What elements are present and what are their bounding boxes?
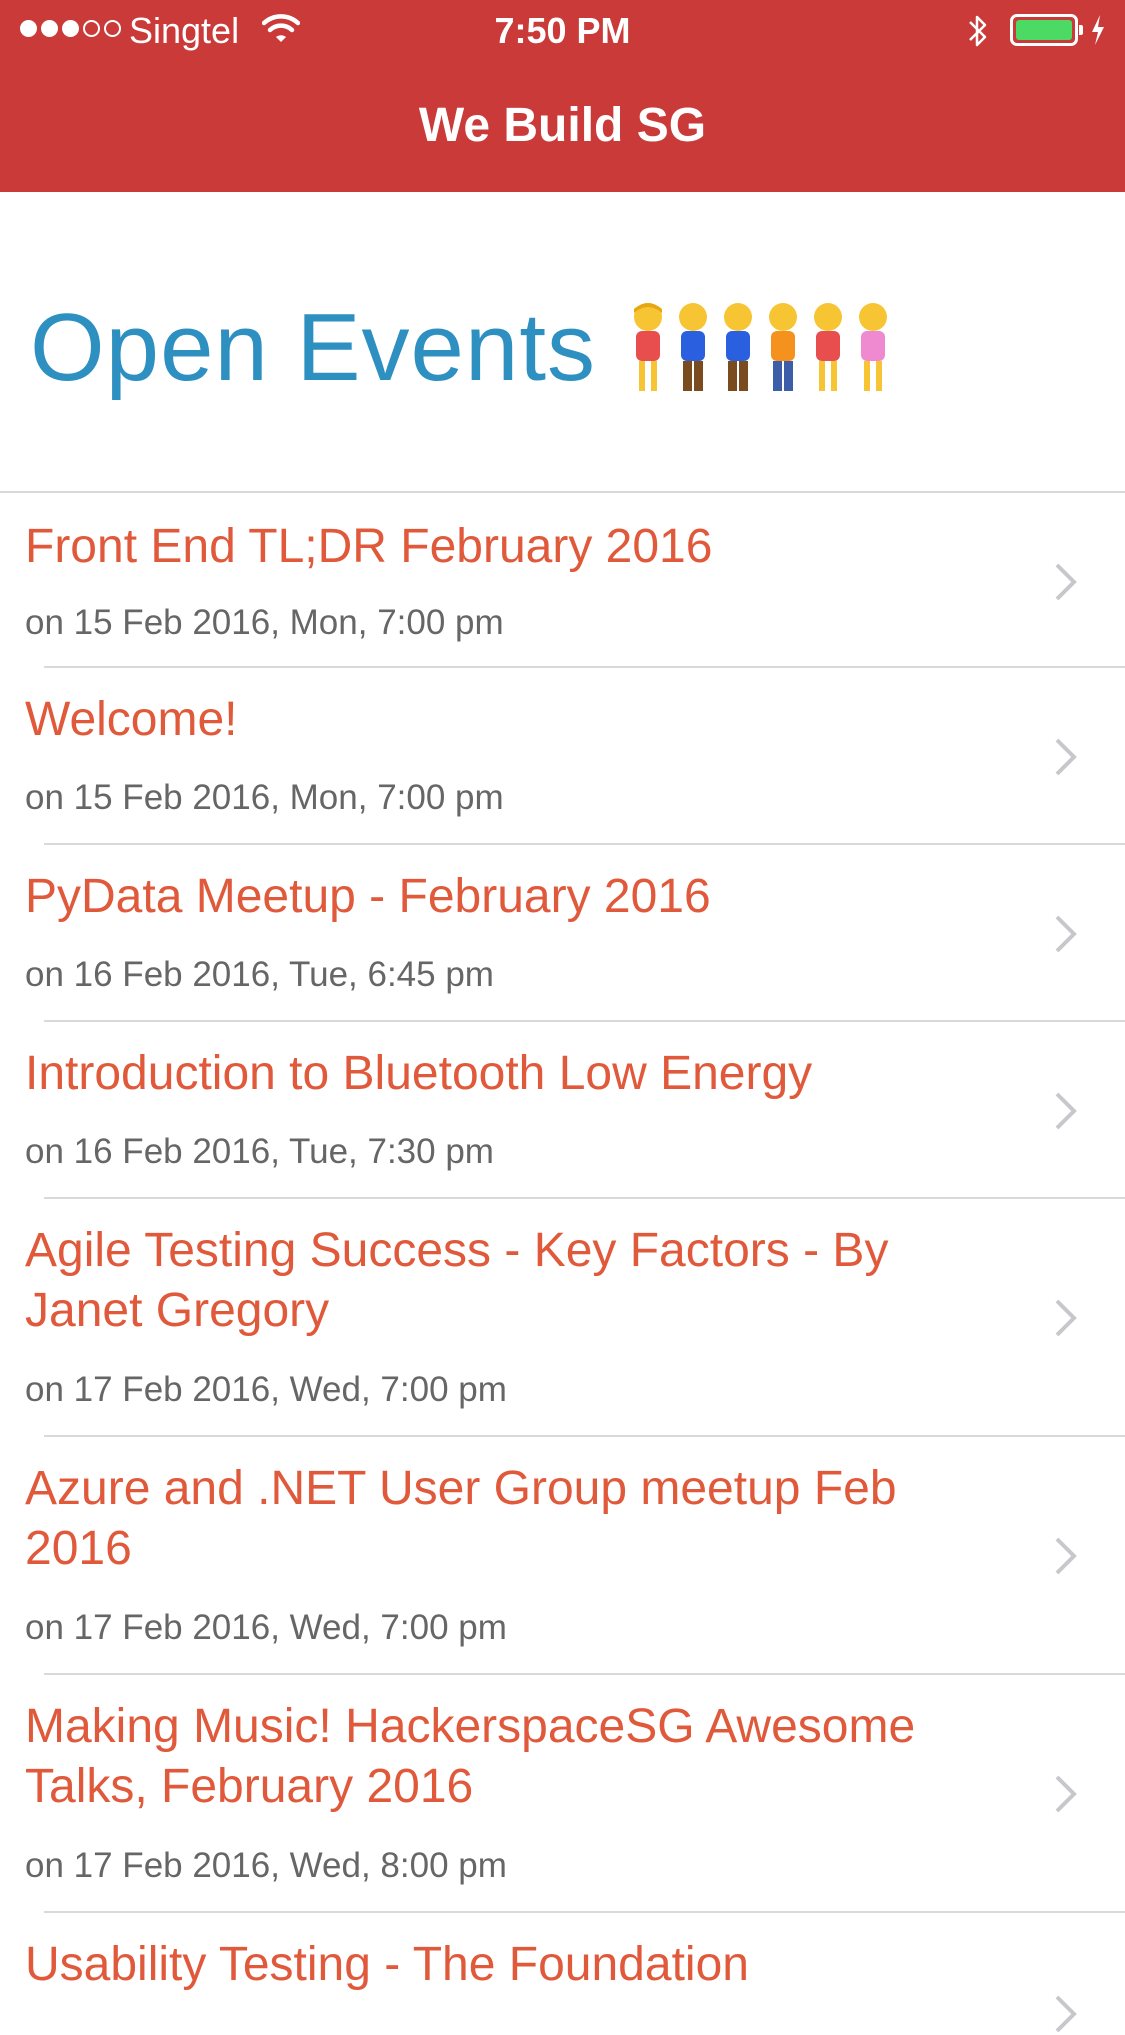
nav-title: We Build SG bbox=[418, 99, 707, 152]
event-title: PyData Meetup - February 2016 bbox=[25, 870, 711, 923]
signal-strength-icon bbox=[20, 20, 121, 37]
event-date: on 15 Feb 2016, Mon, 7:00 pm bbox=[25, 778, 504, 817]
event-title: Making Music! HackerspaceSG Awesome Talk… bbox=[25, 1700, 916, 1813]
people-holding-hands-icon bbox=[634, 303, 887, 391]
wifi-icon bbox=[262, 14, 300, 42]
status-bar: Singtel 7:50 PM bbox=[0, 0, 1125, 64]
nav-bar: Singtel 7:50 PM We Build SG bbox=[0, 0, 1125, 192]
event-title: Azure and .NET User Group meetup Feb 201… bbox=[25, 1462, 897, 1575]
event-row[interactable]: Azure and .NET User Group meetup Feb 201… bbox=[0, 1437, 1125, 1675]
event-title: Front End TL;DR February 2016 bbox=[25, 520, 713, 573]
status-time: 7:50 PM bbox=[494, 10, 631, 51]
chevron-right-icon bbox=[1055, 1775, 1077, 1813]
chevron-right-icon bbox=[1055, 738, 1077, 776]
chevron-right-icon bbox=[1055, 1092, 1077, 1130]
chevron-right-icon bbox=[1055, 1537, 1077, 1575]
event-date: on 17 Feb 2016, Wed, 7:00 pm bbox=[25, 1370, 507, 1409]
chevron-right-icon bbox=[1055, 563, 1077, 601]
charging-bolt-icon bbox=[1092, 15, 1104, 45]
event-date: on 15 Feb 2016, Mon, 7:00 pm bbox=[25, 603, 504, 642]
event-list: Front End TL;DR February 2016 on 15 Feb … bbox=[0, 491, 1125, 2033]
chevron-right-icon bbox=[1055, 915, 1077, 953]
page-heading: Open Events bbox=[30, 288, 896, 408]
event-row[interactable]: Front End TL;DR February 2016 on 15 Feb … bbox=[0, 493, 1125, 668]
battery-icon bbox=[1010, 14, 1083, 46]
event-title: Usability Testing - The Foundation bbox=[25, 1938, 749, 1991]
bluetooth-icon bbox=[969, 15, 987, 47]
chevron-right-icon bbox=[1055, 1995, 1077, 2033]
event-row[interactable]: Usability Testing - The Foundation bbox=[0, 1913, 1125, 2033]
event-row[interactable]: Making Music! HackerspaceSG Awesome Talk… bbox=[0, 1675, 1125, 1913]
event-date: on 17 Feb 2016, Wed, 8:00 pm bbox=[25, 1846, 507, 1885]
chevron-right-icon bbox=[1055, 1299, 1077, 1337]
event-date: on 16 Feb 2016, Tue, 7:30 pm bbox=[25, 1132, 494, 1171]
event-date: on 16 Feb 2016, Tue, 6:45 pm bbox=[25, 955, 494, 994]
event-row[interactable]: PyData Meetup - February 2016 on 16 Feb … bbox=[0, 845, 1125, 1022]
event-date: on 17 Feb 2016, Wed, 7:00 pm bbox=[25, 1608, 507, 1647]
event-row[interactable]: Agile Testing Success - Key Factors - By… bbox=[0, 1199, 1125, 1437]
event-row[interactable]: Introduction to Bluetooth Low Energy on … bbox=[0, 1022, 1125, 1199]
page-title: Open Events bbox=[30, 294, 596, 401]
event-title: Welcome! bbox=[25, 693, 238, 746]
event-title: Introduction to Bluetooth Low Energy bbox=[25, 1047, 813, 1100]
event-row[interactable]: Welcome! on 15 Feb 2016, Mon, 7:00 pm bbox=[0, 668, 1125, 845]
event-title: Agile Testing Success - Key Factors - By… bbox=[25, 1224, 889, 1337]
carrier-label: Singtel bbox=[129, 10, 240, 51]
